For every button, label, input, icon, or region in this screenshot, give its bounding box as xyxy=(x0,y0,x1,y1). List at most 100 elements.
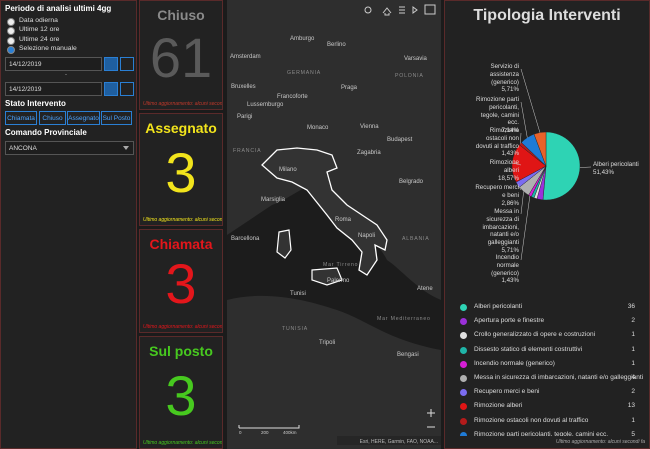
map-city-label: Amburgo xyxy=(290,36,315,42)
radio-button[interactable] xyxy=(7,45,15,54)
status-button[interactable]: Chiuso xyxy=(39,111,66,125)
legend-count: 1 xyxy=(631,331,635,339)
sicily xyxy=(311,267,343,286)
legend-label: Alberi pericolanti xyxy=(474,303,523,310)
indicator-title: Chiuso xyxy=(157,7,205,23)
callout-text: Rimozione ostacoli non dovuti al traffic… xyxy=(475,127,519,150)
indicator-note: Ultimo aggiornamento: alcuni secondi fa xyxy=(143,324,222,330)
map-city-label: Tunisi xyxy=(290,291,306,297)
map-region-label: TUNISIA xyxy=(282,326,308,332)
command-select[interactable]: ANCONA xyxy=(5,141,134,155)
radio-button[interactable] xyxy=(7,18,15,26)
radio-label: Data odierna xyxy=(19,17,58,24)
chart-panel: Tipologia Interventi Alberi pericolanti 51… xyxy=(444,0,650,449)
legend-count: 5 xyxy=(631,430,635,436)
callout-percent: 51,43% xyxy=(593,168,614,176)
callout-text: Incendio normale (generico) xyxy=(491,254,519,277)
status-button[interactable]: Sul Posto xyxy=(101,111,132,125)
map-city-label: Milano xyxy=(279,167,297,173)
map-city-label: Francoforte xyxy=(277,94,308,100)
indicator-title: Chiamata xyxy=(149,236,213,252)
date-input[interactable]: 14/12/2019 xyxy=(5,82,102,96)
indicator-value: 61 xyxy=(149,26,213,89)
radio-button[interactable] xyxy=(7,27,15,36)
pie-chart xyxy=(511,68,592,261)
legend-list: Alberi pericolanti 36 Apertura porte e fin… xyxy=(445,301,649,436)
map-city-label: Vienna xyxy=(360,124,379,130)
map-city-label: Marsiglia xyxy=(261,197,286,203)
callout-label: Alberi pericolanti 51,43% xyxy=(593,161,645,177)
legend-dot xyxy=(460,417,467,425)
callout-text: Alberi pericolanti xyxy=(593,161,639,168)
scale-label: 200 xyxy=(261,430,269,435)
legend-label: Incendio normale (generico) xyxy=(474,359,555,367)
map-region-label: Mar Mediterraneo xyxy=(377,316,431,322)
legend-dot xyxy=(460,346,467,354)
clock-button[interactable] xyxy=(120,57,134,71)
map-city-label: Napoli xyxy=(358,233,375,239)
map-city-label: Amsterdam xyxy=(230,54,261,60)
legend-label: Messa in sicurezza di imbarcazioni, nata… xyxy=(474,374,644,381)
status-button[interactable]: Chiamata xyxy=(5,111,37,125)
legend-label: Rimozione ostacoli non dovuti al traffic… xyxy=(474,416,589,424)
land xyxy=(407,200,441,280)
map-region-label: GERMANIA xyxy=(287,70,321,76)
indicator-note: Ultimo aggiornamento: alcuni secondi fa xyxy=(143,440,222,446)
calendar-button[interactable] xyxy=(104,57,118,71)
map-toolbar[interactable] xyxy=(364,4,436,16)
callout-text: Recupero merci e beni xyxy=(475,184,519,199)
date-input[interactable]: 14/12/2019 xyxy=(5,57,102,71)
callout-label: Incendio normale (generico) 1,43% xyxy=(475,254,519,285)
pie-slice xyxy=(533,131,547,167)
zoom-controls[interactable] xyxy=(427,409,435,428)
callout-label: Servizio di assistenza (generico) 5,71% xyxy=(475,63,519,94)
radio-label: Ultime 24 ore xyxy=(19,35,60,43)
callout-text: Messa in sicurezza di imbarcazioni, nata… xyxy=(482,208,519,246)
leader-line xyxy=(520,191,524,215)
callout-percent: 5,71% xyxy=(501,86,519,94)
callout-percent: 18,57% xyxy=(498,174,519,182)
section-title: Comando Provinciale xyxy=(5,128,87,137)
map-region-label: POLONIA xyxy=(395,73,424,79)
sardinia xyxy=(276,229,292,259)
indicator-card: Assegnato 3 Ultimo aggiornamento: alcuni s… xyxy=(139,113,223,226)
map-city-label: Berlino xyxy=(327,42,346,48)
map[interactable]: Amburgo Amsterdam Berlino Varsavia GERMANIA P… xyxy=(227,0,441,449)
legend-count: 1 xyxy=(631,345,635,353)
map-region-label: FRANCIA xyxy=(233,148,261,154)
italy-outline xyxy=(261,147,388,276)
callout-percent: 1,43% xyxy=(501,150,519,158)
section-title: Stato Intervento xyxy=(5,99,66,108)
indicator-column: Chiuso 61 Ultimo aggiornamento: alcuni sec… xyxy=(139,0,224,449)
callout-label: Rimozione alberi 18,57% xyxy=(475,159,519,182)
legend-dot xyxy=(460,389,467,397)
indicator-card: Sul posto 3 Ultimo aggiornamento: alcuni s… xyxy=(139,336,223,449)
map-region-label: ALBANIA xyxy=(402,236,430,242)
calendar-button[interactable] xyxy=(104,82,118,96)
map-city-label: Bengasi xyxy=(397,352,419,358)
filter-panel: Periodo di analisi ultimi 4gg Data odiern… xyxy=(0,0,137,449)
radio-button[interactable] xyxy=(7,36,15,45)
legend-dot xyxy=(460,318,467,326)
map-city-label: Roma xyxy=(335,217,352,223)
chart-footer: Ultimo aggiornamento: alcuni secondi fa xyxy=(556,439,645,445)
map-attribution: Esri, HERE, Garmin, FAO, NOAA... xyxy=(360,439,438,445)
legend-dot xyxy=(460,304,467,311)
indicator-card: Chiamata 3 Ultimo aggiornamento: alcuni se… xyxy=(139,229,223,333)
chart-title: Tipologia Interventi xyxy=(473,7,621,24)
callout-label: Rimozione parti pericolanti, tegole, cam… xyxy=(475,96,519,135)
legend-count: 1 xyxy=(631,416,635,424)
callout-text: Rimozione alberi xyxy=(489,159,519,174)
legend-label: Rimozione alberi xyxy=(474,402,523,410)
legend-label: Crollo generalizzato di opere e costruzi… xyxy=(474,331,596,339)
section-title: Periodo di analisi ultimi 4gg xyxy=(5,4,112,13)
leader-line xyxy=(520,68,541,133)
leader-line xyxy=(520,195,531,261)
legend-label: Apertura porte e finestre xyxy=(474,317,545,325)
radio-label: Selezione manuale xyxy=(19,44,77,52)
map-city-label: Zagabria xyxy=(357,150,381,156)
clock-button[interactable] xyxy=(120,82,134,96)
leader-line xyxy=(517,184,522,191)
status-button[interactable]: Assegnato xyxy=(67,111,100,125)
indicator-note: Ultimo aggiornamento: alcuni secondi fa xyxy=(143,101,222,107)
